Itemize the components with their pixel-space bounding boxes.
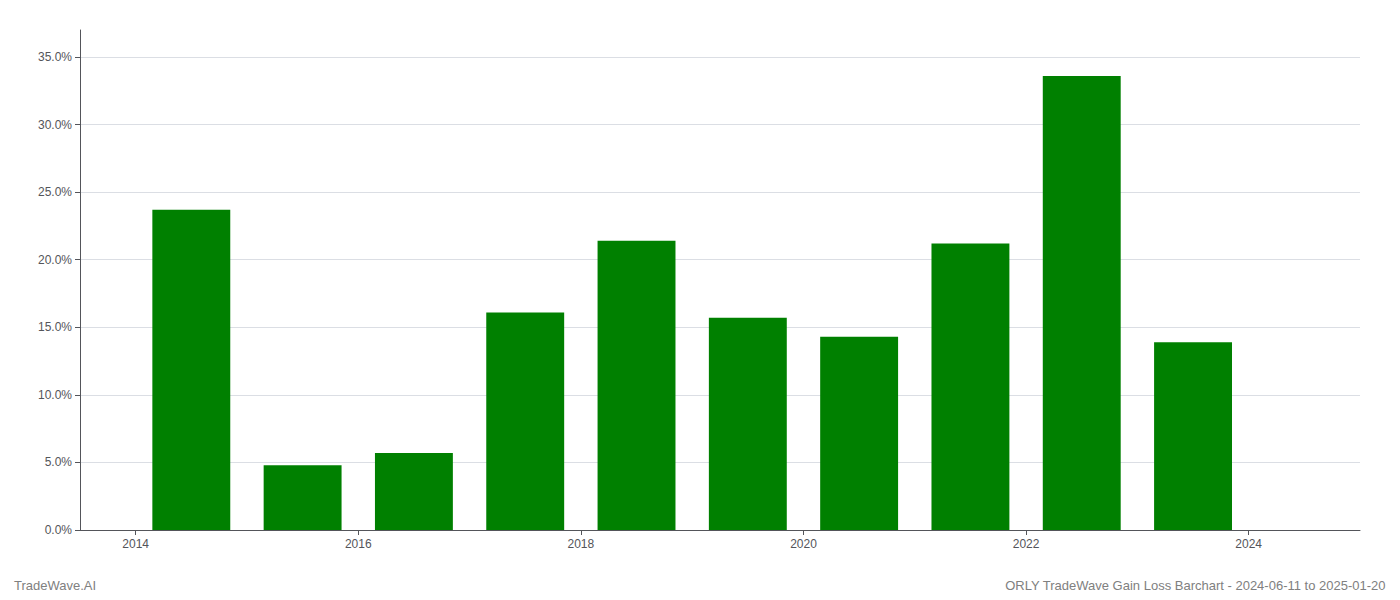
svg-text:2020: 2020	[790, 537, 817, 551]
svg-text:0.0%: 0.0%	[45, 523, 73, 537]
svg-text:ORLY TradeWave Gain Loss Barch: ORLY TradeWave Gain Loss Barchart - 2024…	[1005, 578, 1385, 593]
svg-text:2022: 2022	[1013, 537, 1040, 551]
svg-text:5.0%: 5.0%	[45, 455, 73, 469]
svg-text:10.0%: 10.0%	[38, 388, 72, 402]
svg-text:2018: 2018	[568, 537, 595, 551]
svg-text:15.0%: 15.0%	[38, 320, 72, 334]
svg-text:TradeWave.AI: TradeWave.AI	[14, 578, 96, 593]
svg-text:20.0%: 20.0%	[38, 253, 72, 267]
svg-text:2014: 2014	[122, 537, 149, 551]
svg-text:25.0%: 25.0%	[38, 185, 72, 199]
svg-text:35.0%: 35.0%	[38, 50, 72, 64]
svg-text:30.0%: 30.0%	[38, 118, 72, 132]
svg-text:2024: 2024	[1235, 537, 1262, 551]
svg-text:2016: 2016	[345, 537, 372, 551]
